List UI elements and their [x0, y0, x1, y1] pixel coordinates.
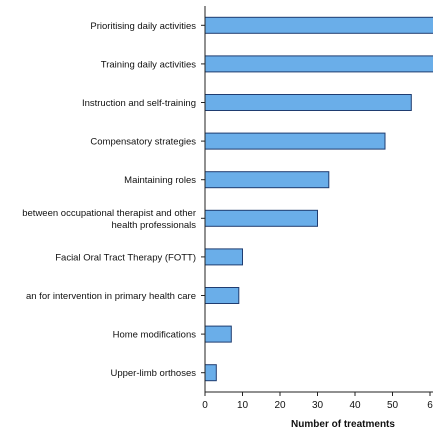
category-labels: Prioritising daily activities Training da…: [22, 21, 205, 379]
x-tick-label: 40: [349, 400, 361, 411]
x-axis-label: Number of treatments: [291, 419, 395, 430]
bar: [204, 55, 433, 73]
bar: [204, 209, 318, 227]
x-tick-label: 6: [427, 400, 433, 411]
bar: [204, 248, 243, 266]
category-label: Training daily activities: [101, 59, 196, 70]
bar: [204, 364, 217, 382]
bar: [204, 171, 330, 189]
x-axis-ticks: 0 10 20 30 40 50 6: [202, 392, 433, 411]
category-label: between occupational therapist and other: [22, 208, 196, 219]
x-tick-label: 10: [237, 400, 249, 411]
x-tick-label: 20: [274, 400, 286, 411]
bar: [204, 94, 412, 111]
bar: [204, 16, 433, 34]
category-label: Prioritising daily activities: [90, 21, 196, 32]
x-tick-label: 30: [312, 400, 324, 411]
category-label: Maintaining roles: [124, 175, 196, 186]
category-label: Home modifications: [113, 330, 197, 341]
category-label: an for intervention in primary health ca…: [26, 291, 196, 302]
bar: [204, 287, 240, 304]
category-label: Compensatory strategies: [90, 137, 196, 148]
category-label: health professionals: [112, 220, 197, 231]
x-tick-label: 50: [387, 400, 399, 411]
bar: [204, 132, 386, 150]
x-tick-label: 0: [202, 400, 208, 411]
category-label: Upper-limb orthoses: [110, 368, 196, 379]
category-label: Instruction and self-training: [82, 98, 196, 109]
bars-group: [204, 16, 433, 382]
bar: [204, 325, 232, 343]
category-label: Facial Oral Tract Therapy (FOTT): [55, 252, 196, 263]
